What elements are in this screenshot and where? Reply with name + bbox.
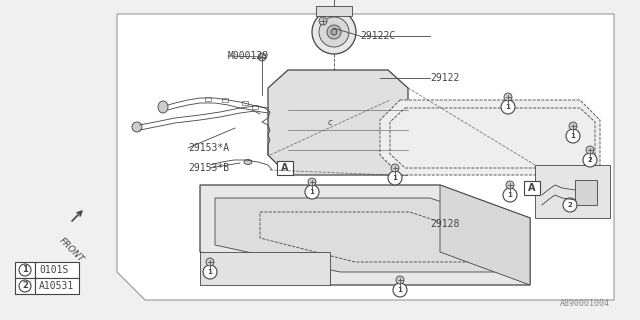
Circle shape — [258, 53, 266, 61]
Polygon shape — [215, 198, 510, 272]
Text: 29128: 29128 — [430, 219, 460, 229]
Bar — [242, 101, 248, 105]
Text: 0101S: 0101S — [39, 265, 68, 275]
Polygon shape — [440, 185, 530, 285]
Bar — [205, 97, 211, 101]
Text: A10531: A10531 — [39, 281, 74, 291]
Text: 1: 1 — [397, 287, 403, 293]
Bar — [222, 98, 228, 102]
Text: 1: 1 — [571, 133, 575, 139]
Text: 29122C: 29122C — [360, 31, 396, 41]
Bar — [316, 6, 352, 16]
Bar — [35, 278, 79, 294]
Text: 2: 2 — [588, 157, 593, 163]
Text: 2: 2 — [568, 202, 572, 208]
Text: 29122: 29122 — [430, 73, 460, 83]
Text: FRONT: FRONT — [57, 236, 85, 264]
Polygon shape — [200, 252, 330, 285]
Bar — [15, 262, 35, 278]
Bar — [524, 181, 540, 195]
Circle shape — [566, 129, 580, 143]
Circle shape — [331, 29, 337, 35]
Bar — [277, 161, 293, 175]
Text: 1: 1 — [506, 104, 511, 110]
Bar — [35, 262, 79, 278]
Polygon shape — [200, 185, 530, 285]
Circle shape — [203, 265, 217, 279]
Polygon shape — [268, 70, 408, 175]
Circle shape — [506, 181, 514, 189]
Circle shape — [396, 276, 404, 284]
Text: c: c — [328, 117, 332, 126]
Circle shape — [308, 178, 316, 186]
Circle shape — [206, 258, 214, 266]
Polygon shape — [380, 100, 600, 175]
Circle shape — [319, 17, 349, 47]
Text: A890001004: A890001004 — [560, 299, 610, 308]
Circle shape — [312, 10, 356, 54]
Bar — [575, 180, 597, 205]
Circle shape — [503, 188, 517, 202]
Polygon shape — [117, 14, 614, 300]
Text: 1: 1 — [508, 192, 513, 198]
Circle shape — [391, 164, 399, 172]
Text: 1: 1 — [207, 269, 212, 275]
Text: 29153*B: 29153*B — [188, 163, 229, 173]
Circle shape — [501, 100, 515, 114]
Circle shape — [583, 153, 597, 167]
Polygon shape — [535, 165, 610, 218]
Text: A: A — [528, 183, 536, 193]
Bar — [15, 278, 35, 294]
Text: 29153*A: 29153*A — [188, 143, 229, 153]
Circle shape — [504, 93, 512, 101]
Ellipse shape — [244, 159, 252, 164]
Ellipse shape — [158, 101, 168, 113]
Circle shape — [327, 25, 341, 39]
Bar — [252, 105, 258, 109]
Circle shape — [319, 17, 327, 25]
Text: 2: 2 — [22, 282, 28, 291]
Circle shape — [305, 185, 319, 199]
Text: M000129: M000129 — [228, 51, 269, 61]
Circle shape — [586, 146, 594, 154]
Circle shape — [393, 283, 407, 297]
Circle shape — [132, 122, 142, 132]
Circle shape — [563, 198, 577, 212]
Text: 1: 1 — [22, 266, 28, 275]
Text: 1: 1 — [310, 189, 314, 195]
Circle shape — [388, 171, 402, 185]
Text: A: A — [281, 163, 289, 173]
Text: 1: 1 — [392, 175, 397, 181]
Circle shape — [569, 122, 577, 130]
